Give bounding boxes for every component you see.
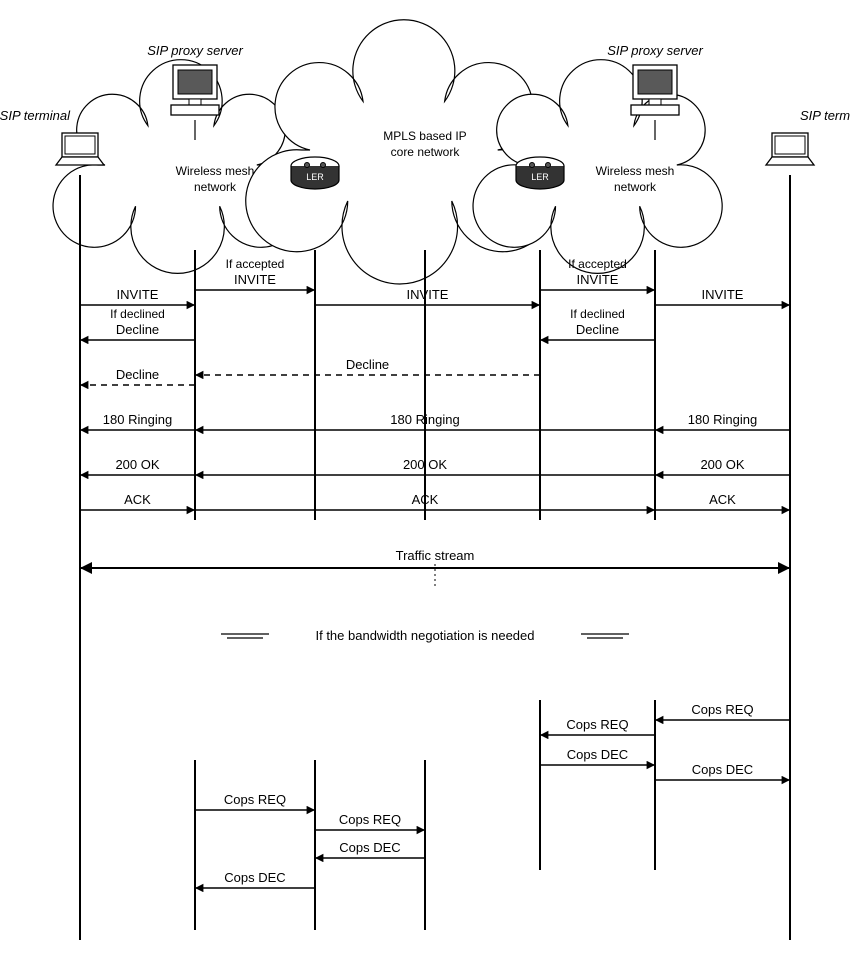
svg-text:INVITE: INVITE — [702, 287, 744, 302]
svg-text:Wireless mesh: Wireless mesh — [176, 164, 255, 178]
label-sip-terminal-left: SIP terminal — [0, 108, 71, 123]
message-arrow: 200 OK — [80, 457, 195, 475]
svg-text:Cops DEC: Cops DEC — [224, 870, 285, 885]
svg-text:INVITE: INVITE — [577, 272, 619, 287]
message-arrow: If declinedDecline — [540, 307, 655, 340]
svg-text:INVITE: INVITE — [234, 272, 276, 287]
svg-text:If accepted: If accepted — [568, 257, 627, 271]
svg-text:ACK: ACK — [412, 492, 439, 507]
pc-icon — [171, 65, 219, 115]
pc-icon — [631, 65, 679, 115]
svg-text:If accepted: If accepted — [226, 257, 285, 271]
message-arrow: Cops DEC — [540, 747, 655, 765]
svg-text:LER: LER — [531, 172, 549, 182]
message-arrow: INVITE — [80, 287, 195, 305]
message-arrow: Cops REQ — [655, 702, 790, 720]
laptop-icon — [56, 133, 104, 165]
message-arrow: ACK — [655, 492, 790, 510]
svg-text:180 Ringing: 180 Ringing — [688, 412, 757, 427]
svg-text:Cops DEC: Cops DEC — [567, 747, 628, 762]
message-arrow: INVITE — [315, 287, 540, 305]
laptop-icon — [766, 133, 814, 165]
message-arrow: If declinedDecline — [80, 307, 195, 340]
svg-text:Cops REQ: Cops REQ — [566, 717, 628, 732]
label-sip-proxy-left: SIP proxy server — [147, 43, 243, 58]
svg-text:Decline: Decline — [116, 367, 159, 382]
ler-icon: LER — [291, 157, 339, 189]
message-arrow: ACK — [80, 492, 195, 510]
label-sip-proxy-right: SIP proxy server — [607, 43, 703, 58]
svg-text:200 OK: 200 OK — [700, 457, 744, 472]
message-arrow: Cops DEC — [195, 870, 315, 888]
svg-text:180 Ringing: 180 Ringing — [390, 412, 459, 427]
message-arrow: Cops REQ — [315, 812, 425, 830]
traffic-stream-label: Traffic stream — [396, 548, 475, 563]
message-arrow: 180 Ringing — [80, 412, 195, 430]
svg-text:Cops DEC: Cops DEC — [692, 762, 753, 777]
message-arrow: Cops DEC — [655, 762, 790, 780]
ler-icon: LER — [516, 157, 564, 189]
svg-text:200 OK: 200 OK — [115, 457, 159, 472]
message-arrow: Decline — [80, 367, 195, 385]
message-arrow: INVITE — [655, 287, 790, 305]
bandwidth-note: If the bandwidth negotiation is needed — [315, 628, 534, 643]
svg-text:If declined: If declined — [570, 307, 625, 321]
message-arrow: Cops DEC — [315, 840, 425, 858]
message-arrow: Decline — [195, 357, 540, 375]
message-arrow: If acceptedINVITE — [540, 257, 655, 290]
svg-text:Decline: Decline — [116, 322, 159, 337]
svg-text:Cops DEC: Cops DEC — [339, 840, 400, 855]
svg-text:Wireless mesh: Wireless mesh — [596, 164, 675, 178]
message-arrow: If acceptedINVITE — [195, 257, 315, 290]
svg-text:Cops REQ: Cops REQ — [339, 812, 401, 827]
svg-text:MPLS based IP: MPLS based IP — [383, 129, 466, 143]
svg-text:If declined: If declined — [110, 307, 165, 321]
svg-text:network: network — [614, 180, 657, 194]
svg-text:LER: LER — [306, 172, 324, 182]
svg-text:ACK: ACK — [709, 492, 736, 507]
message-arrow: Cops REQ — [540, 717, 655, 735]
svg-text:core network: core network — [391, 145, 461, 159]
svg-text:INVITE: INVITE — [407, 287, 449, 302]
svg-text:ACK: ACK — [124, 492, 151, 507]
message-arrow: 180 Ringing — [655, 412, 790, 430]
svg-text:Decline: Decline — [576, 322, 619, 337]
svg-text:200 OK: 200 OK — [403, 457, 447, 472]
svg-text:Cops REQ: Cops REQ — [224, 792, 286, 807]
svg-text:INVITE: INVITE — [117, 287, 159, 302]
label-sip-terminal-right: SIP terminal — [800, 108, 850, 123]
svg-text:network: network — [194, 180, 237, 194]
svg-text:Cops REQ: Cops REQ — [691, 702, 753, 717]
message-arrow: 200 OK — [655, 457, 790, 475]
svg-text:180 Ringing: 180 Ringing — [103, 412, 172, 427]
message-arrow: Cops REQ — [195, 792, 315, 810]
svg-text:Decline: Decline — [346, 357, 389, 372]
